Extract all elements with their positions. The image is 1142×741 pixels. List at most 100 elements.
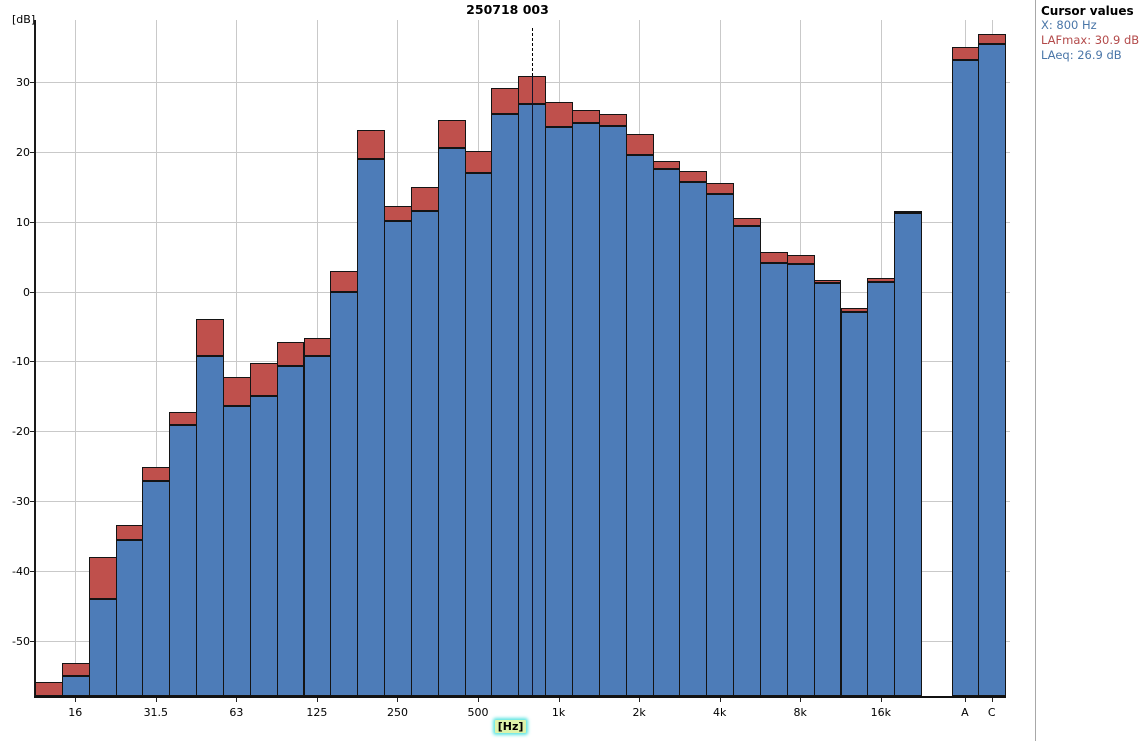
bar-laeq-160[interactable]	[330, 292, 359, 696]
bar-lafmax-C[interactable]	[978, 33, 1007, 45]
bar-laeq-6.3k[interactable]	[759, 262, 788, 696]
bar-laeq-C[interactable]	[978, 44, 1007, 696]
bar-laeq-500[interactable]	[464, 172, 493, 696]
y-axis-tick-label: 30	[16, 76, 30, 90]
bar-laeq-315[interactable]	[410, 211, 439, 696]
x-axis-tick	[155, 698, 157, 702]
bar-laeq-5k[interactable]	[733, 225, 761, 696]
bar-laeq-16[interactable]	[61, 676, 90, 696]
x-axis-tick	[397, 698, 399, 702]
bar-laeq-1k[interactable]	[545, 127, 573, 696]
cursor-x-value: X: 800 Hz	[1041, 18, 1097, 32]
bar-lafmax-50[interactable]	[196, 318, 224, 357]
bar-lafmax-20[interactable]	[88, 556, 117, 599]
bar-lafmax-200[interactable]	[357, 130, 386, 159]
bar-lafmax-8k[interactable]	[786, 254, 815, 265]
bar-lafmax-100[interactable]	[276, 341, 305, 367]
bar-lafmax-400[interactable]	[437, 120, 466, 149]
x-axis-tick	[236, 698, 238, 702]
bar-lafmax-1.6k[interactable]	[598, 113, 627, 127]
bar-lafmax-20k[interactable]	[894, 210, 923, 214]
chart-title: 250718 003	[466, 2, 549, 17]
bar-laeq-20k[interactable]	[894, 213, 923, 696]
bar-lafmax-16[interactable]	[61, 662, 90, 677]
bar-lafmax-25[interactable]	[115, 525, 144, 540]
bar-lafmax-3.15k[interactable]	[679, 170, 708, 182]
y-axis-tick	[30, 151, 35, 153]
bar-laeq-2k[interactable]	[625, 154, 654, 696]
x-axis-tick	[316, 698, 318, 702]
bar-lafmax-31.5[interactable]	[142, 466, 171, 482]
bar-lafmax-125[interactable]	[303, 338, 332, 357]
x-axis-tick	[991, 698, 993, 702]
y-axis-tick-label: -10	[12, 355, 30, 369]
bar-laeq-125[interactable]	[303, 356, 332, 696]
bar-laeq-40[interactable]	[169, 424, 198, 696]
bar-laeq-8k[interactable]	[786, 264, 815, 696]
bar-lafmax-250[interactable]	[384, 205, 412, 221]
bar-lafmax-160[interactable]	[330, 270, 359, 293]
x-axis-tick-label: 63	[229, 706, 244, 719]
cursor-line[interactable]	[531, 75, 533, 695]
bar-laeq-400[interactable]	[437, 148, 466, 696]
x-axis-tick-label: 16	[68, 706, 83, 719]
bar-lafmax-6.3k[interactable]	[759, 251, 788, 263]
bar-lafmax-10k[interactable]	[813, 279, 842, 284]
y-axis-tick	[30, 570, 35, 572]
x-axis-tick	[558, 698, 560, 702]
y-axis-tick	[30, 291, 35, 293]
bar-lafmax-1k[interactable]	[545, 101, 573, 128]
bar-lafmax-1.25k[interactable]	[572, 110, 600, 124]
x-axis-tick-label: 1k	[551, 706, 566, 719]
y-axis-line	[34, 20, 36, 696]
bar-laeq-12.5k[interactable]	[840, 311, 869, 696]
bar-laeq-2.5k[interactable]	[652, 169, 681, 696]
bar-lafmax-500[interactable]	[464, 151, 493, 173]
bar-laeq-A[interactable]	[951, 60, 980, 696]
bar-lafmax-2k[interactable]	[625, 133, 654, 155]
gridline-v	[75, 20, 77, 696]
bar-laeq-630[interactable]	[491, 114, 520, 696]
y-axis-tick-label: 20	[16, 145, 30, 159]
bar-laeq-250[interactable]	[384, 221, 412, 696]
bar-laeq-3.15k[interactable]	[679, 181, 708, 696]
bar-laeq-25[interactable]	[115, 539, 144, 696]
bar-lafmax-2.5k[interactable]	[652, 160, 681, 170]
bar-lafmax-40[interactable]	[169, 411, 198, 425]
bar-laeq-16k[interactable]	[867, 282, 896, 696]
x-axis-tick-label: 2k	[632, 706, 646, 719]
bar-lafmax-5k[interactable]	[733, 218, 761, 226]
y-axis-tick-label: -40	[12, 564, 30, 578]
y-axis-unit-label: [dB]	[12, 13, 36, 26]
y-axis-tick	[30, 500, 35, 502]
y-axis-tick-label: 0	[23, 285, 30, 299]
bar-laeq-4k[interactable]	[706, 193, 735, 696]
cursor-values-panel: Cursor values X: 800 Hz LAFmax: 30.9 dB …	[1041, 4, 1141, 63]
bar-laeq-1.25k[interactable]	[572, 123, 600, 696]
bar-lafmax-A[interactable]	[951, 46, 980, 61]
bar-lafmax-4k[interactable]	[706, 183, 735, 194]
cursor-line-dashed[interactable]	[531, 28, 533, 76]
x-axis-tick-label: C	[987, 706, 996, 719]
bar-laeq-100[interactable]	[276, 366, 305, 696]
bar-laeq-50[interactable]	[196, 356, 224, 696]
bar-laeq-1.6k[interactable]	[598, 126, 627, 696]
bar-laeq-80[interactable]	[249, 396, 278, 696]
bar-lafmax-12.5[interactable]	[35, 682, 63, 696]
bar-laeq-200[interactable]	[357, 158, 386, 696]
x-axis-unit-label[interactable]: [Hz]	[494, 720, 527, 733]
bar-laeq-20[interactable]	[88, 598, 117, 696]
x-axis-tick	[75, 698, 77, 702]
bar-lafmax-80[interactable]	[249, 363, 278, 397]
bar-lafmax-63[interactable]	[222, 377, 251, 406]
x-axis-tick-label: 8k	[793, 706, 807, 719]
bar-lafmax-315[interactable]	[410, 187, 439, 212]
x-axis-tick	[639, 698, 641, 702]
bar-laeq-10k[interactable]	[813, 283, 842, 696]
bar-lafmax-630[interactable]	[491, 88, 520, 115]
x-axis-line	[34, 696, 1007, 698]
bar-laeq-63[interactable]	[222, 405, 251, 696]
bar-laeq-31.5[interactable]	[142, 481, 171, 696]
y-axis-tick-label: 10	[16, 215, 30, 229]
